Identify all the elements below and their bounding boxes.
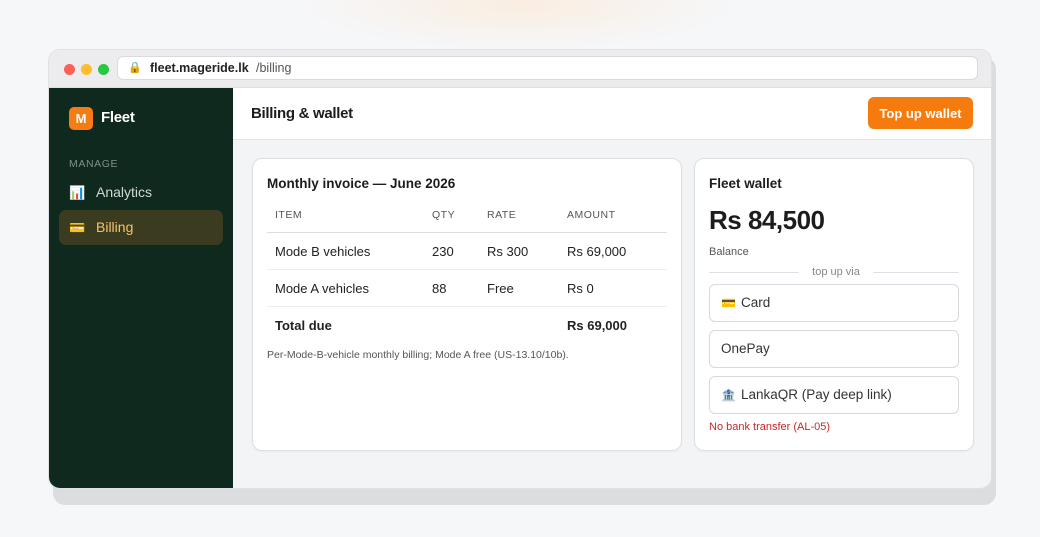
cell-rate: Rs 300	[487, 244, 529, 259]
bank-icon: 🏦	[721, 388, 736, 402]
invoice-note: Per-Mode-B-vehicle monthly billing; Mode…	[267, 349, 569, 361]
pay-option-card[interactable]: 💳 Card	[709, 284, 959, 322]
total-label: Total due	[275, 318, 332, 333]
sidebar: M Fleet MANAGE 📊 Analytics 💳 Billing	[49, 88, 233, 488]
total-row: Total due Rs 69,000	[267, 307, 667, 344]
sidebar-section-label: MANAGE	[69, 158, 119, 170]
pay-option-onepay[interactable]: OnePay	[709, 330, 959, 368]
url-host: fleet.mageride.lk	[150, 61, 249, 75]
cell-qty: 230	[432, 244, 454, 259]
credit-card-icon: 💳	[721, 296, 736, 310]
column-header-amount: AMOUNT	[567, 209, 616, 221]
page-title: Billing & wallet	[251, 105, 353, 122]
sidebar-item-billing[interactable]: 💳 Billing	[59, 210, 223, 245]
column-header-rate: RATE	[487, 209, 517, 221]
wallet-balance-label: Balance	[709, 246, 749, 258]
lock-icon: 🔒	[128, 62, 142, 74]
sidebar-item-analytics[interactable]: 📊 Analytics	[59, 175, 223, 210]
table-header-row: ITEM QTY RATE AMOUNT	[267, 205, 667, 233]
page-glow	[300, 0, 740, 50]
pay-option-label: Card	[740, 295, 771, 310]
top-up-via-label: top up via	[812, 266, 860, 278]
browser-titlebar: 🔒 fleet.mageride.lk /billing	[49, 50, 991, 88]
sidebar-item-label: Billing	[96, 219, 134, 235]
divider-line	[709, 272, 799, 273]
cell-item: Mode A vehicles	[275, 281, 369, 296]
address-bar[interactable]: 🔒 fleet.mageride.lk /billing	[117, 56, 978, 80]
total-amount: Rs 69,000	[567, 318, 627, 333]
pay-option-label: OnePay	[721, 341, 770, 356]
cell-qty: 88	[432, 281, 447, 296]
sidebar-item-label: Analytics	[96, 184, 153, 200]
cell-amount: Rs 69,000	[567, 244, 627, 259]
browser-window: 🔒 fleet.mageride.lk /billing M Fleet MAN…	[48, 49, 992, 489]
invoice-title: Monthly invoice — June 2026	[267, 176, 456, 191]
pay-option-label: LankaQR (Pay deep link)	[740, 387, 892, 402]
chart-icon: 📊	[69, 185, 86, 200]
column-header-qty: QTY	[432, 209, 456, 221]
brand-name[interactable]: Fleet	[101, 109, 135, 126]
pay-option-lankaqr[interactable]: 🏦 LankaQR (Pay deep link)	[709, 376, 959, 414]
close-window-button[interactable]	[64, 64, 75, 75]
column-header-item: ITEM	[275, 209, 303, 221]
table-row: Mode A vehicles 88 Free Rs 0	[267, 270, 667, 307]
url-path: /billing	[256, 61, 292, 75]
page-header: Billing & wallet Top up wallet	[233, 88, 991, 140]
wallet-balance-amount: Rs 84,500	[709, 205, 825, 235]
table-row: Mode B vehicles 230 Rs 300 Rs 69,000	[267, 233, 667, 270]
cell-amount: Rs 0	[567, 281, 594, 296]
invoice-table: ITEM QTY RATE AMOUNT Mode B vehicles 230…	[267, 205, 667, 344]
brand-logo[interactable]: M	[69, 107, 93, 130]
maximize-window-button[interactable]	[98, 64, 109, 75]
top-up-wallet-button[interactable]: Top up wallet	[868, 97, 973, 129]
credit-card-icon: 💳	[69, 220, 86, 235]
wallet-title: Fleet wallet	[709, 176, 782, 191]
minimize-window-button[interactable]	[81, 64, 92, 75]
invoice-card: Monthly invoice — June 2026 ITEM QTY RAT…	[252, 158, 682, 451]
wallet-warning: No bank transfer (AL-05)	[709, 421, 831, 433]
cell-rate: Free	[487, 281, 514, 296]
divider-line	[873, 272, 959, 273]
wallet-card: Fleet wallet Rs 84,500 Balance top up vi…	[694, 158, 974, 451]
cell-item: Mode B vehicles	[275, 244, 371, 259]
